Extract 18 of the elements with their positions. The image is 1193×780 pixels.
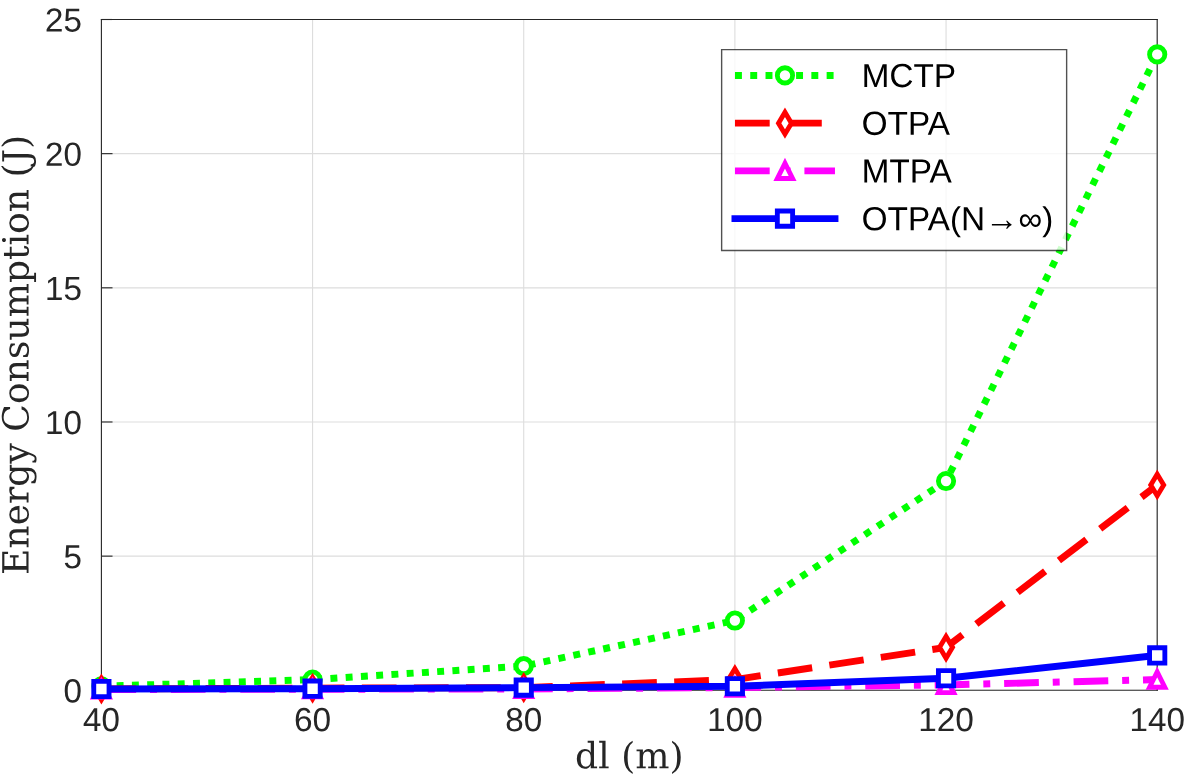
y-tick-label: 20 [46, 142, 81, 167]
legend-label: MCTP [864, 63, 955, 88]
y-tick-label: 15 [47, 276, 81, 301]
y-tick-label: 5 [64, 545, 81, 569]
y-axis-title: Energy Consumption (J) [1, 137, 37, 574]
x-tick-label: 120 [920, 707, 973, 732]
x-axis-title: dl (m) [576, 740, 681, 774]
y-tick-label: 10 [47, 410, 81, 435]
legend-label: OTPA(N→∞) [863, 206, 1052, 238]
x-tick-label: 40 [83, 707, 119, 732]
x-tick-label: 100 [709, 707, 762, 732]
x-tick-label: 60 [295, 707, 330, 732]
x-tick-label: 80 [506, 707, 541, 732]
x-tick-label: 140 [1131, 707, 1184, 732]
legend-label: OTPA [863, 111, 950, 136]
y-tick-label: 25 [46, 8, 81, 32]
legend-label: MTPA [864, 159, 952, 183]
y-tick-label: 0 [64, 679, 81, 703]
